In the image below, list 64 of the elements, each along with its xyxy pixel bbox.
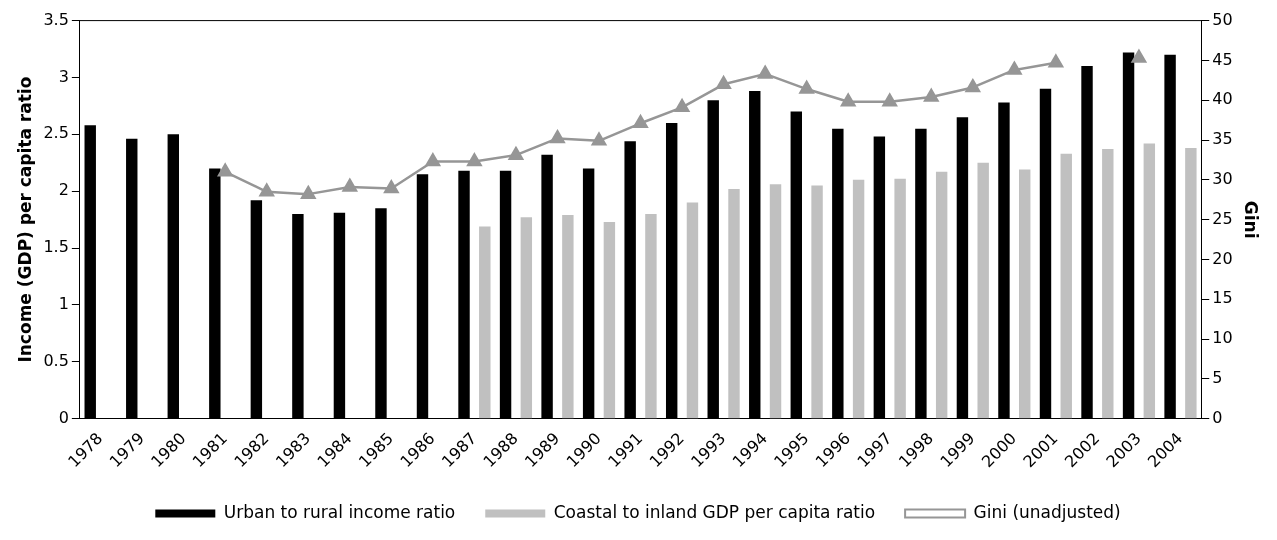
point <box>799 80 814 94</box>
y-tick-label: 3 <box>58 66 69 86</box>
y-tick-label: 0.5 <box>43 350 69 370</box>
y-tick-label: 2 <box>58 180 69 200</box>
y2-tick-label: 10 <box>1212 328 1233 348</box>
bar <box>686 202 699 419</box>
legend-label: Gini (unadjusted) <box>973 501 1121 522</box>
bar <box>1102 149 1114 419</box>
y-axis-title: Income (GDP) per capita ratio <box>14 76 35 363</box>
bar <box>769 184 782 419</box>
point <box>882 93 898 107</box>
point <box>425 153 441 167</box>
point <box>840 93 856 107</box>
bar <box>728 188 740 419</box>
point <box>259 183 275 197</box>
y2-tick-label: 25 <box>1212 208 1233 228</box>
bar <box>479 226 491 419</box>
point <box>1048 54 1064 68</box>
y2-tick-label: 0 <box>1212 407 1223 427</box>
y2-tick-label: 45 <box>1212 49 1233 69</box>
y-tick-label: 1 <box>58 294 69 314</box>
y-tick-label: 2.5 <box>43 123 69 143</box>
point <box>591 132 607 146</box>
bar <box>894 178 906 419</box>
point <box>467 153 482 167</box>
bar <box>562 215 574 419</box>
bar <box>1019 169 1031 419</box>
bar <box>811 185 823 419</box>
y2-tick-label: 40 <box>1212 89 1233 109</box>
bar <box>1185 147 1197 419</box>
point <box>757 65 773 79</box>
point <box>550 130 565 144</box>
y2-tick-label: 30 <box>1212 168 1233 188</box>
point <box>300 185 316 199</box>
y2-tick-label: 15 <box>1212 288 1233 308</box>
bar <box>645 213 657 419</box>
point <box>342 178 358 192</box>
point <box>1007 61 1022 75</box>
legend-label: Coastal to inland GDP per capita ratio <box>553 501 876 522</box>
point <box>508 146 524 160</box>
point <box>1131 49 1147 63</box>
bar <box>1060 153 1072 419</box>
bar <box>935 171 948 419</box>
legend-label: Urban to rural income ratio <box>223 501 456 522</box>
y2-tick-label: 35 <box>1212 129 1233 149</box>
bar <box>852 179 865 419</box>
point <box>384 180 399 194</box>
y2-tick-label: 5 <box>1212 367 1223 387</box>
y2-axis-title: Gini <box>1241 200 1262 239</box>
point <box>965 79 981 93</box>
point <box>217 163 233 177</box>
bar <box>603 221 616 419</box>
bar <box>520 217 533 419</box>
y2-tick-label: 20 <box>1212 248 1233 268</box>
y-tick-label: 0 <box>58 407 69 427</box>
point <box>674 99 690 113</box>
y-tick-label: 3.5 <box>43 9 69 29</box>
point <box>923 88 939 102</box>
bar <box>977 162 989 419</box>
point <box>716 76 731 90</box>
y2-tick-label: 50 <box>1212 9 1233 29</box>
bar <box>1143 143 1156 419</box>
y-tick-label: 1.5 <box>43 237 69 257</box>
point <box>633 115 648 129</box>
